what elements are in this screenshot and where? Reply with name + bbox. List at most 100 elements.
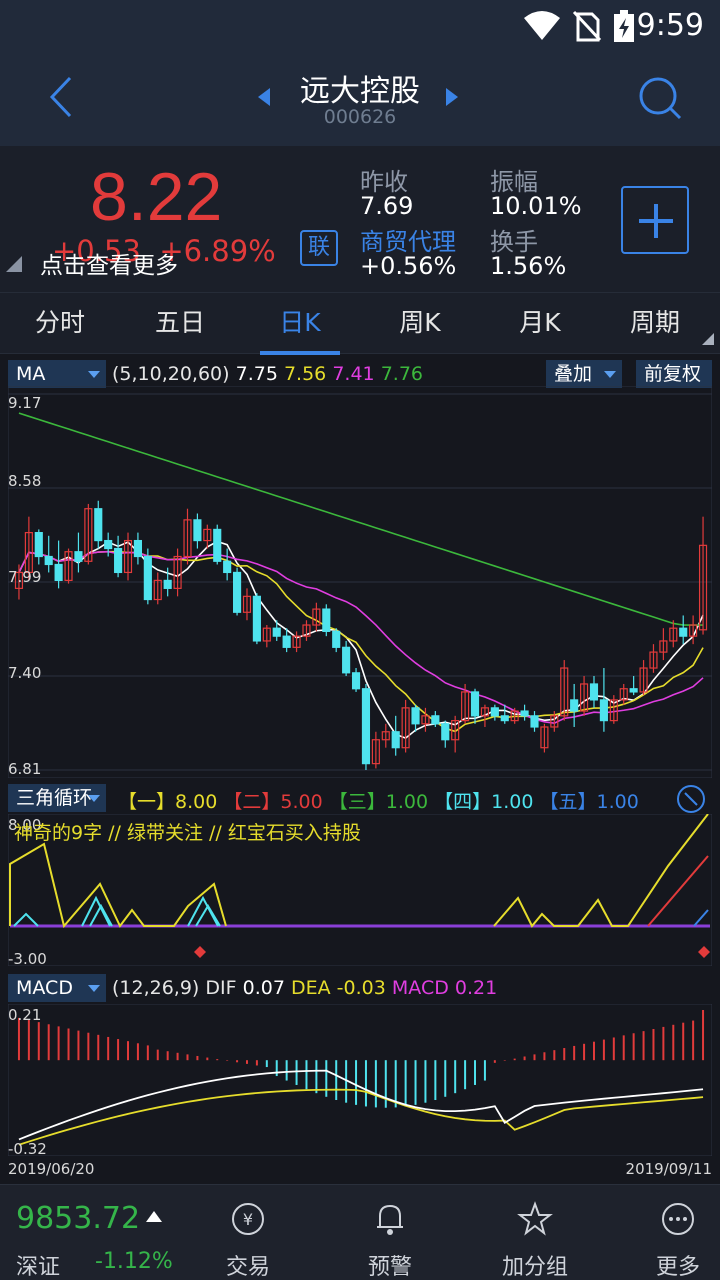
candle-body [332, 630, 341, 648]
next-stock-arrow[interactable] [446, 88, 458, 106]
candle-body [401, 707, 410, 749]
chart-area[interactable]: MA (5,10,20,60) 7.75 7.56 7.41 7.76 叠加 前… [0, 356, 720, 1184]
link-button[interactable]: 联 [300, 230, 338, 266]
ma-line-2 [18, 550, 704, 724]
expand-icon[interactable] [676, 784, 706, 814]
candle-body [223, 560, 232, 574]
date-start: 2019/06/20 [8, 1160, 95, 1178]
candle-body [193, 519, 202, 542]
candle-body [143, 555, 152, 601]
add-group-button[interactable]: 加分组 [485, 1185, 585, 1280]
status-time: 9:59 [636, 8, 704, 43]
alert-button[interactable]: 预警 [340, 1185, 440, 1280]
candle-body [302, 624, 311, 637]
candle-body [361, 688, 371, 765]
candle-body [669, 627, 678, 642]
candle-body [104, 539, 113, 550]
dif-line [18, 1069, 704, 1141]
candle-body [14, 571, 24, 589]
y-tick-label: 7.40 [8, 664, 42, 682]
candle-body [74, 551, 83, 562]
amplitude-value: 10.01% [490, 192, 582, 220]
ruby-signal [698, 946, 710, 958]
candle-body [520, 710, 529, 717]
tab-weekly-k[interactable]: 周K [399, 308, 441, 337]
tap-more-hint[interactable]: 点击查看更多 [40, 253, 178, 279]
candle-body [480, 707, 489, 717]
yen-exchange-icon: ¥ [232, 1203, 264, 1235]
candle-body [550, 715, 559, 728]
candle-body [580, 683, 589, 712]
indicator-y-bottom: -3.00 [8, 950, 47, 968]
candle-body [242, 595, 252, 613]
candle-body [351, 672, 361, 690]
candle-body [698, 544, 708, 631]
candle-body [609, 699, 618, 722]
candle-body [252, 595, 261, 642]
search-icon[interactable] [636, 74, 684, 122]
indicator-triangle [89, 903, 113, 927]
y-tick-label: 6.81 [8, 760, 42, 778]
candle-body [570, 699, 579, 712]
date-end: 2019/09/11 [625, 1160, 712, 1178]
battery-charging-icon [614, 10, 634, 42]
y-tick-label: 7.99 [8, 568, 42, 586]
tab-five-day[interactable]: 五日 [154, 308, 205, 337]
tab-intraday[interactable]: 分时 [34, 308, 85, 337]
quote-panel[interactable]: 8.22 +0.53 +6.89% 点击查看更多 联 昨收 7.69 商贸代理 … [0, 146, 720, 292]
last-price: 8.22 [90, 159, 223, 235]
prev-stock-arrow[interactable] [258, 88, 270, 106]
indicator-selector[interactable]: 三角循环 [8, 784, 106, 812]
price-change: +0.53 +6.89% [52, 234, 276, 268]
chevron-down-icon [88, 371, 100, 378]
candle-body [34, 532, 43, 558]
chevron-down-icon [88, 795, 100, 802]
turnover-value: 1.56% [490, 252, 567, 280]
svg-text:¥: ¥ [243, 1210, 253, 1229]
indicator-legend: 【一】8.00 【二】5.00 【三】1.00 【四】1.00 【五】1.00 [118, 791, 639, 813]
candle-body [659, 640, 668, 653]
more-button[interactable]: 更多 [628, 1185, 720, 1280]
candle-body [679, 627, 688, 637]
y-tick-label: 9.17 [8, 394, 42, 412]
tab-monthly-k[interactable]: 月K [519, 308, 561, 337]
candle-body [599, 699, 608, 722]
back-icon[interactable] [42, 74, 82, 120]
candle-body [500, 715, 509, 722]
kline-chart[interactable] [8, 386, 712, 778]
candle-body [490, 707, 499, 717]
macd-y-bottom: -0.32 [8, 1140, 47, 1158]
candle-body [461, 691, 470, 722]
chevron-down-icon [604, 371, 616, 378]
bell-icon [377, 1204, 403, 1235]
tab-period[interactable]: 周期 [629, 308, 680, 337]
candle-body [183, 519, 192, 558]
overlay-button[interactable]: 叠加 [546, 360, 622, 388]
add-watchlist-button[interactable] [621, 186, 689, 254]
candle-body [431, 715, 440, 725]
indicator-chart[interactable] [8, 814, 712, 966]
sector-label[interactable]: 商贸代理 [360, 228, 456, 256]
candle-body [589, 683, 599, 701]
candle-body [510, 710, 519, 722]
candle-body [411, 707, 420, 725]
macd-chart[interactable] [8, 1004, 712, 1156]
sector-change: +0.56% [360, 252, 457, 280]
candle-body [391, 731, 400, 749]
macd-selector[interactable]: MACD [8, 974, 106, 1002]
amplitude-label: 振幅 [490, 168, 538, 196]
candle-body [421, 715, 430, 725]
candle-body [272, 627, 281, 637]
candle-body [173, 555, 182, 589]
candle-body [470, 691, 480, 717]
candle-body [233, 571, 242, 613]
macd-legend: (12,26,9) DIF 0.07 DEA -0.03 MACD 0.21 [112, 977, 498, 999]
ma-selector[interactable]: MA [8, 360, 106, 388]
tab-daily-k[interactable]: 日K [245, 293, 355, 355]
index-value[interactable]: 9853.72 [16, 1201, 141, 1236]
trade-button[interactable]: ¥ 交易 [198, 1185, 298, 1280]
adjust-button[interactable]: 前复权 [636, 360, 712, 388]
stock-code: 000626 [323, 106, 397, 128]
candle-body [24, 532, 33, 574]
expand-up-icon[interactable] [146, 1211, 162, 1222]
